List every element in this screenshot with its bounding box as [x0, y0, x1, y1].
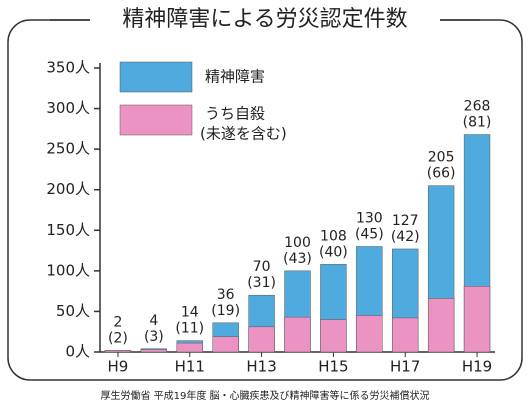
bar [212, 336, 239, 353]
value-label: (45) [355, 227, 384, 243]
x-tick-label: H13 [246, 358, 276, 376]
x-tick-label: H15 [318, 358, 348, 376]
value-label: (3) [144, 329, 164, 345]
value-label: 100 [284, 235, 311, 251]
bar [320, 319, 347, 353]
legend-swatch [119, 61, 193, 93]
source: 厚生労働省 平成19年度 脳・心臓疾患及び精神障害等に係る労災補償状況 [100, 389, 429, 402]
value-label: 4 [149, 313, 158, 329]
value-label: 14 [181, 305, 199, 321]
x-tick-label: H17 [390, 358, 420, 376]
bar [248, 326, 275, 353]
x-tick-label: H19 [462, 358, 492, 376]
legend-label: 精神障害 [205, 68, 265, 86]
bar [463, 286, 491, 353]
bar [284, 316, 311, 353]
legend-swatch [119, 104, 193, 136]
value-label: (40) [319, 244, 348, 260]
y-tick-label: 100人 [46, 261, 90, 279]
legend-label: うち自殺 [205, 105, 265, 123]
value-label: 130 [356, 211, 383, 227]
value-label: (31) [247, 275, 276, 291]
value-label: (42) [391, 229, 420, 245]
value-label: 70 [253, 259, 271, 275]
value-label: (2) [108, 330, 128, 346]
value-label: (43) [283, 251, 312, 267]
bar [392, 317, 419, 353]
bar [176, 342, 203, 353]
value-label: 108 [320, 228, 347, 244]
bar [140, 349, 168, 353]
y-tick-label: 250人 [46, 140, 90, 158]
value-label: (19) [211, 303, 240, 319]
chart-title: 精神障害による労災認定件数 [122, 7, 407, 32]
y-tick-label: 150人 [46, 221, 90, 239]
value-label: 36 [217, 287, 235, 303]
bar [356, 315, 383, 353]
value-label: (11) [175, 321, 204, 337]
value-label: 127 [392, 213, 419, 229]
bar [104, 350, 132, 353]
y-tick-label: 300人 [46, 99, 90, 117]
value-label: (66) [427, 166, 456, 182]
y-tick-label: 200人 [46, 180, 90, 198]
value-label: 2 [113, 314, 122, 330]
legend-note: (未遂を含む) [200, 125, 287, 143]
value-label: 205 [428, 150, 455, 166]
x-tick-label: H9 [108, 358, 129, 376]
y-tick-label: 350人 [46, 59, 90, 77]
value-label: (81) [463, 115, 492, 131]
value-label: 268 [464, 99, 491, 115]
y-tick-label: 0人 [65, 343, 90, 361]
bar [427, 298, 455, 353]
y-tick-label: 50人 [56, 302, 90, 320]
title-backdrop [90, 6, 440, 34]
x-tick-label: H11 [175, 358, 205, 376]
